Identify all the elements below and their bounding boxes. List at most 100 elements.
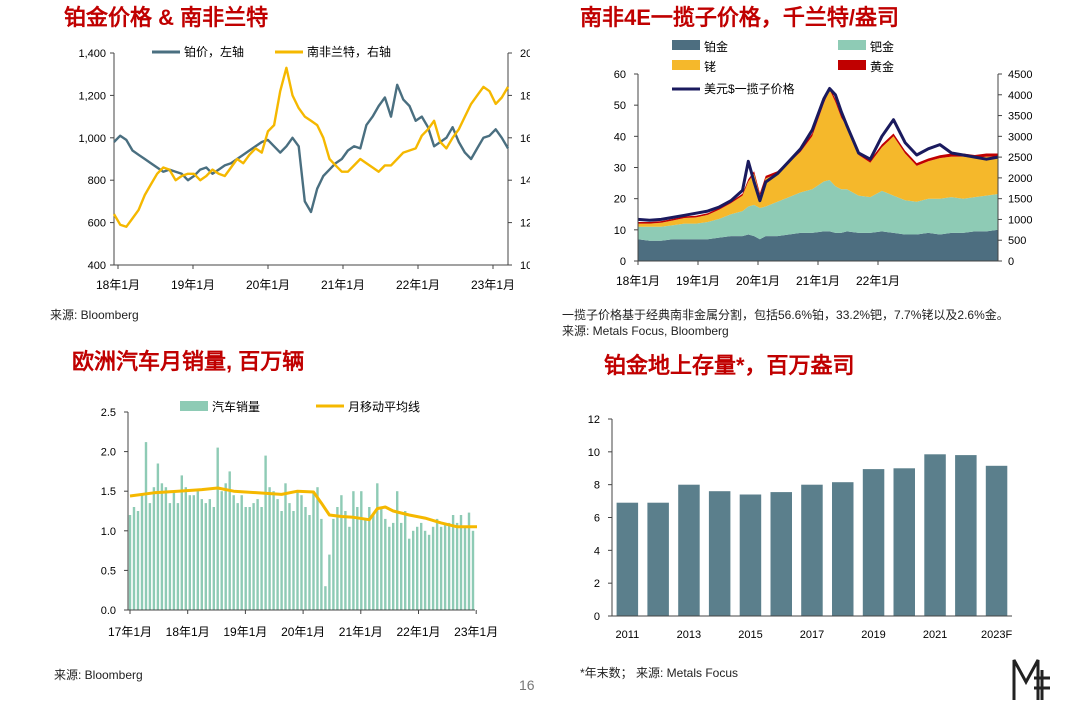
sales-bar: [423, 530, 427, 610]
x-tick-label: 20年1月: [246, 278, 290, 292]
eu-car-sales-chart: 0.0 0.5 1.0 1.5 2.0 2.5 17年1月 18年1月 19年1月 20年1月 21…: [101, 399, 499, 639]
panel1-source: 来源: Bloomberg: [50, 308, 139, 322]
y-tick-label: 8: [594, 480, 600, 492]
x-tick-label: 19年1月: [171, 278, 215, 292]
sales-bar: [380, 507, 383, 610]
x-tick-label: 2013: [677, 629, 701, 641]
y-tick-label-left: 20: [614, 194, 626, 206]
rand-line: [112, 66, 510, 229]
sales-bar: [443, 522, 447, 610]
sales-bar: [180, 475, 183, 610]
panel2-title: 南非4E一揽子价格，千兰特/盎司: [580, 5, 900, 30]
sales-bar: [244, 507, 247, 610]
sales-bar: [228, 471, 231, 610]
y-tick-label: 0.0: [101, 605, 116, 617]
sales-bar: [439, 526, 443, 610]
x-tick-label: 19年1月: [676, 274, 720, 288]
sales-bar: [216, 447, 219, 610]
sales-bar: [208, 499, 211, 610]
sales-bar: [232, 495, 235, 610]
sales-bar: [212, 507, 215, 610]
moving-average-line: [129, 486, 477, 529]
sales-bar: [427, 534, 431, 610]
stock-bar: [862, 469, 885, 616]
platinum-area: [638, 229, 998, 261]
y-tick-label: 6: [594, 513, 600, 525]
sales-bar: [471, 530, 475, 610]
sales-bar: [276, 499, 279, 610]
y-tick-label-right: 18: [520, 90, 530, 102]
y-tick-label: 0.5: [101, 565, 116, 577]
legend-label: 月移动平均线: [348, 400, 420, 414]
y-tick-label: 1.0: [101, 526, 116, 538]
sales-bar: [200, 499, 203, 610]
panel4-title: 铂金地上存量*，百万盎司: [604, 353, 855, 378]
above-ground-stocks-chart: 0 2 4 6 8 10 12 2011 2013 2015 2017 2019 2021 2023F: [588, 414, 1013, 641]
y-tick-label-left: 1,200: [78, 90, 106, 102]
legend-label: 美元$一揽子价格: [704, 81, 795, 96]
stock-bar: [924, 454, 946, 616]
sales-bar: [308, 515, 311, 610]
x-tick-label: 2023F: [981, 629, 1012, 641]
x-tick-label: 2019: [861, 629, 885, 641]
legend-label: 钯金: [870, 39, 894, 54]
y-tick-label-left: 800: [88, 175, 106, 187]
sales-bar: [384, 518, 387, 610]
legend-label: 铂金: [704, 39, 728, 54]
x-tick-label: 19年1月: [223, 625, 267, 639]
sales-bar: [408, 538, 411, 610]
y-tick-label-right: 10: [520, 260, 530, 272]
sales-bar: [204, 503, 207, 610]
stock-bar: [708, 491, 731, 616]
stock-bar: [678, 484, 700, 616]
x-tick-label: 22年1月: [396, 625, 440, 639]
sales-bar: [364, 518, 367, 610]
sales-bar: [340, 495, 343, 610]
sales-bar: [176, 503, 180, 610]
sales-bar: [292, 511, 295, 610]
sales-bar: [184, 487, 187, 610]
stock-bar: [647, 502, 669, 616]
y-tick-label: 2.5: [101, 407, 116, 419]
sales-bar: [392, 522, 395, 610]
stock-bar: [893, 468, 915, 617]
sales-bar: [188, 495, 191, 610]
y-tick-label-right: 500: [1008, 235, 1026, 247]
sales-bar: [148, 503, 152, 610]
sales-bar: [451, 515, 455, 610]
y-tick-label-right: 12: [520, 218, 530, 230]
sales-bar: [272, 491, 275, 610]
y-tick-label-right: 4000: [1008, 90, 1032, 102]
sales-bar: [320, 518, 323, 610]
sales-bar: [256, 499, 259, 610]
y-tick-label: 1.5: [101, 486, 116, 498]
palladium-area: [638, 180, 998, 241]
sales-bar: [128, 515, 132, 610]
stock-bar: [770, 492, 792, 616]
sales-bar: [396, 491, 399, 610]
sales-bar: [172, 491, 176, 610]
sales-bar: [360, 491, 363, 610]
sales-bar: [467, 512, 471, 610]
basket-price-chart: 0 10 20 30 40 50 60 0 500 1000 1500 2000 2500 3000 350…: [614, 39, 1033, 288]
y-tick-label-right: 0: [1008, 256, 1014, 268]
sales-bar: [268, 487, 271, 610]
stock-bar: [801, 484, 823, 616]
x-tick-label: 18年1月: [96, 278, 140, 292]
sales-bar: [160, 483, 164, 610]
y-tick-label-left: 30: [614, 163, 626, 175]
sales-bar: [304, 507, 307, 610]
platinum-price-line: [113, 83, 510, 214]
y-tick-label-right: 14: [520, 175, 530, 187]
sales-bar: [420, 522, 423, 610]
x-tick-label: 2021: [923, 629, 947, 641]
sales-bar: [284, 483, 287, 610]
sales-bar: [435, 518, 439, 610]
sales-bar: [368, 507, 371, 610]
sales-bar: [372, 515, 375, 610]
panel2-source: 来源: Metals Focus, Bloomberg: [562, 324, 729, 338]
x-tick-label: 18年1月: [616, 274, 660, 288]
y-tick-label-left: 10: [614, 225, 626, 237]
sales-bar: [404, 511, 407, 610]
sales-bar: [156, 463, 160, 610]
